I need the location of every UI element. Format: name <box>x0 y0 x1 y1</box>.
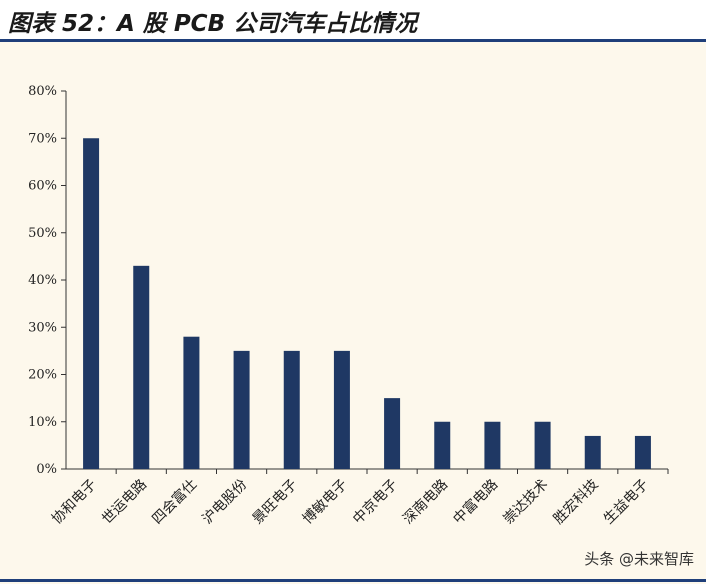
bar-7 <box>384 398 401 469</box>
category-label: 中富电路 <box>450 476 502 528</box>
y-tick-label: 10% <box>28 415 57 430</box>
bar-3 <box>183 336 200 469</box>
category-label: 崇达技术 <box>501 477 552 528</box>
category-label: 景旺电子 <box>250 477 301 528</box>
y-tick-label: 20% <box>28 368 57 383</box>
chart-labels: 协和电子 世运电路 四会富仕 沪电股份 景旺电子 博敏电子 中京电子 深南电路 中富电路 崇达技术… <box>49 476 652 528</box>
y-tick-label: 30% <box>28 320 57 335</box>
bar-5 <box>283 350 300 469</box>
y-tick-label: 60% <box>28 179 57 194</box>
header: 图表 52：A 股 PCB 公司汽车占比情况 <box>0 0 706 42</box>
category-label: 博敏电子 <box>299 476 351 528</box>
bar-12 <box>634 435 651 469</box>
bar-6 <box>333 350 350 469</box>
bar-2 <box>133 265 150 469</box>
bar-1 <box>83 138 100 469</box>
y-tick-label: 40% <box>28 273 57 288</box>
bar-8 <box>434 421 451 469</box>
category-label: 中京电子 <box>350 477 401 528</box>
bar-11 <box>584 435 601 469</box>
y-tick-label: 80% <box>28 84 57 99</box>
watermark: 头条 @未来智库 <box>584 550 694 568</box>
category-label: 沪电股份 <box>200 477 251 528</box>
bar-9 <box>484 421 501 469</box>
y-tick-label: 70% <box>28 131 57 146</box>
bar-4 <box>233 350 250 469</box>
chart-panel <box>0 42 706 584</box>
footer-rule <box>0 579 706 582</box>
chart-bars <box>83 138 651 469</box>
bar-10 <box>534 421 551 469</box>
category-label: 四会富仕 <box>149 476 201 528</box>
header-rule <box>0 39 706 42</box>
chart-axes: 0% 10% 20% 30% 40% 50% 60% 70% 80% <box>28 84 669 477</box>
category-label: 深南电路 <box>400 477 451 528</box>
category-label: 世运电路 <box>99 477 150 528</box>
y-tick-label: 50% <box>28 226 57 241</box>
category-label: 协和电子 <box>49 477 100 528</box>
category-label: 生益电子 <box>601 477 652 528</box>
chart-title: 图表 52：A 股 PCB 公司汽车占比情况 <box>8 11 418 37</box>
category-label: 胜宏科技 <box>551 477 602 528</box>
y-tick-label: 0% <box>36 462 57 477</box>
